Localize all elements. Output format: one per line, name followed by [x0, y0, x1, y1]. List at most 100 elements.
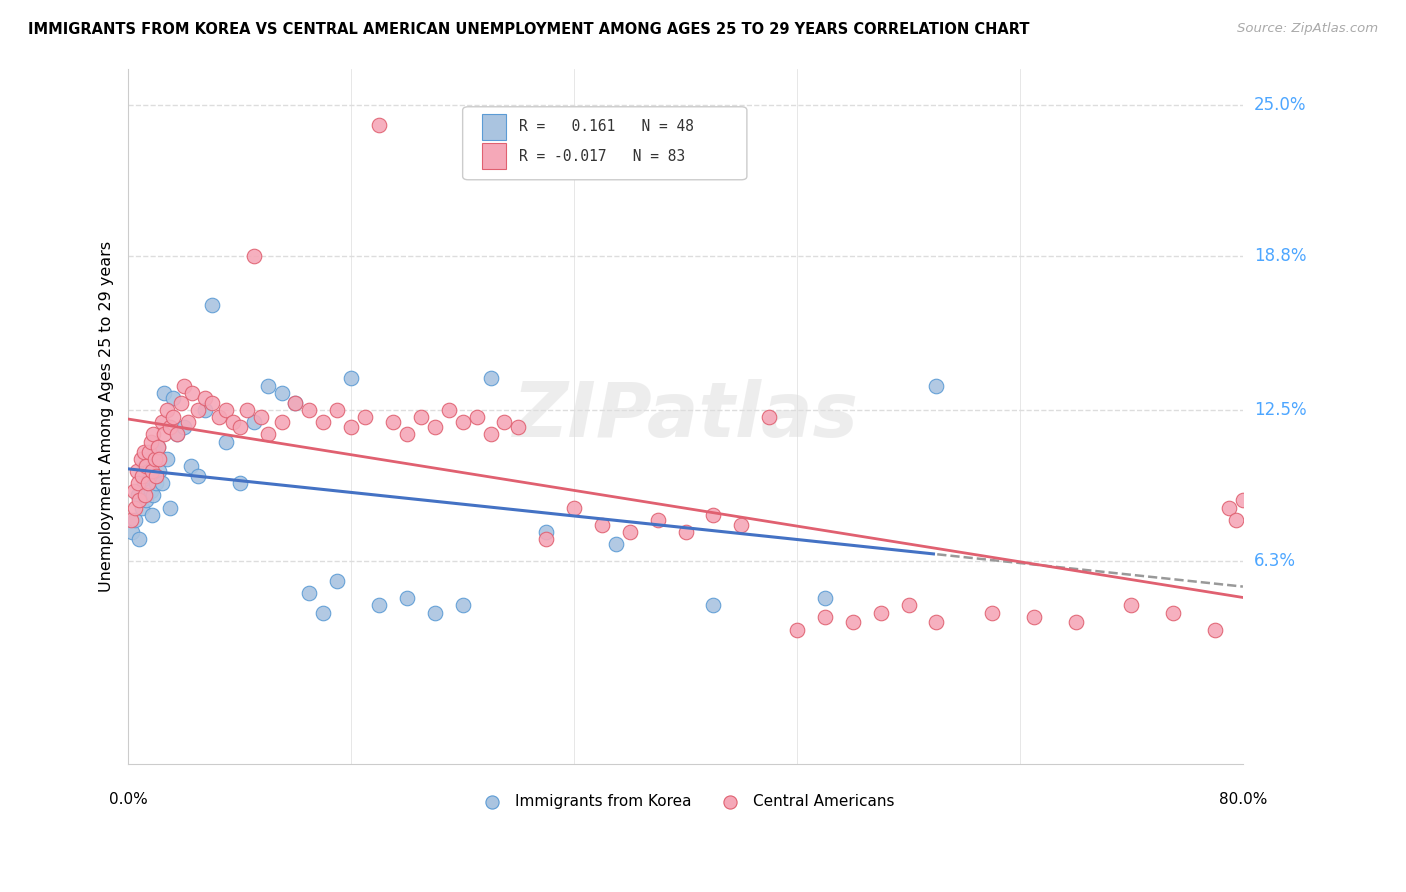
Point [284, 396, 307, 410]
Text: 18.8%: 18.8% [1254, 247, 1306, 266]
Point [395, 591, 418, 605]
Point [134, 488, 156, 502]
Point [479, 371, 502, 385]
Point [124, 500, 146, 515]
Point [451, 415, 474, 429]
Point [368, 599, 391, 613]
Point [395, 427, 418, 442]
Point [298, 403, 321, 417]
Point [897, 599, 920, 613]
Point [145, 476, 167, 491]
Point [249, 410, 271, 425]
Point [181, 386, 204, 401]
Point [131, 500, 153, 515]
Point [135, 459, 157, 474]
Point [170, 396, 193, 410]
Point [340, 371, 363, 385]
Point [536, 524, 558, 539]
Point [131, 469, 153, 483]
Point [382, 415, 405, 429]
Point [235, 403, 257, 417]
Point [242, 249, 264, 263]
Point [180, 459, 202, 474]
Point [270, 386, 292, 401]
Point [134, 459, 156, 474]
Point [159, 420, 181, 434]
Point [312, 415, 335, 429]
Point [142, 488, 165, 502]
Point [508, 420, 530, 434]
Text: IMMIGRANTS FROM KOREA VS CENTRAL AMERICAN UNEMPLOYMENT AMONG AGES 25 TO 29 YEARS: IMMIGRANTS FROM KOREA VS CENTRAL AMERICA… [28, 22, 1029, 37]
Point [201, 298, 224, 312]
Legend: Immigrants from Korea, Central Americans: Immigrants from Korea, Central Americans [471, 788, 900, 815]
Point [127, 476, 149, 491]
Point [340, 420, 363, 434]
Point [153, 386, 176, 401]
Point [150, 415, 173, 429]
Point [135, 493, 157, 508]
Point [675, 524, 697, 539]
Point [423, 606, 446, 620]
Point [1225, 513, 1247, 527]
Point [326, 403, 349, 417]
Point [156, 403, 179, 417]
Text: R =   0.161   N = 48: R = 0.161 N = 48 [519, 120, 695, 135]
Point [222, 415, 245, 429]
Point [138, 444, 160, 458]
Point [153, 427, 176, 442]
Point [148, 451, 170, 466]
Point [842, 615, 865, 630]
Point [284, 396, 307, 410]
Point [120, 513, 142, 527]
Point [981, 606, 1004, 620]
Point [354, 410, 377, 425]
Point [139, 483, 162, 498]
Text: 0.0%: 0.0% [108, 791, 148, 806]
Text: 12.5%: 12.5% [1254, 401, 1306, 419]
Point [194, 403, 217, 417]
Point [201, 396, 224, 410]
Point [1064, 615, 1087, 630]
Text: Source: ZipAtlas.com: Source: ZipAtlas.com [1237, 22, 1378, 36]
Point [143, 444, 166, 458]
Point [298, 586, 321, 600]
Point [124, 513, 146, 527]
Point [605, 537, 627, 551]
Point [228, 476, 250, 491]
Point [451, 599, 474, 613]
Point [173, 420, 195, 434]
Point [208, 410, 231, 425]
Point [1121, 599, 1143, 613]
Point [194, 391, 217, 405]
Text: 80.0%: 80.0% [1219, 791, 1267, 806]
Y-axis label: Unemployment Among Ages 25 to 29 years: Unemployment Among Ages 25 to 29 years [100, 241, 114, 591]
Point [127, 488, 149, 502]
Point [1022, 610, 1045, 624]
Point [142, 427, 165, 442]
Point [312, 606, 335, 620]
Point [121, 524, 143, 539]
Point [148, 464, 170, 478]
Point [562, 500, 585, 515]
Point [647, 513, 669, 527]
Point [162, 391, 184, 405]
Point [162, 410, 184, 425]
Point [242, 415, 264, 429]
Point [138, 451, 160, 466]
Point [786, 623, 808, 637]
Point [465, 410, 488, 425]
Point [141, 508, 163, 522]
Point [814, 591, 837, 605]
Point [1161, 606, 1184, 620]
Point [437, 403, 460, 417]
Point [136, 469, 159, 483]
Point [814, 610, 837, 624]
Point [702, 508, 724, 522]
Point [479, 427, 502, 442]
Point [132, 444, 155, 458]
Point [215, 434, 238, 449]
Point [228, 420, 250, 434]
Bar [482, 143, 506, 169]
Point [139, 434, 162, 449]
Point [270, 415, 292, 429]
